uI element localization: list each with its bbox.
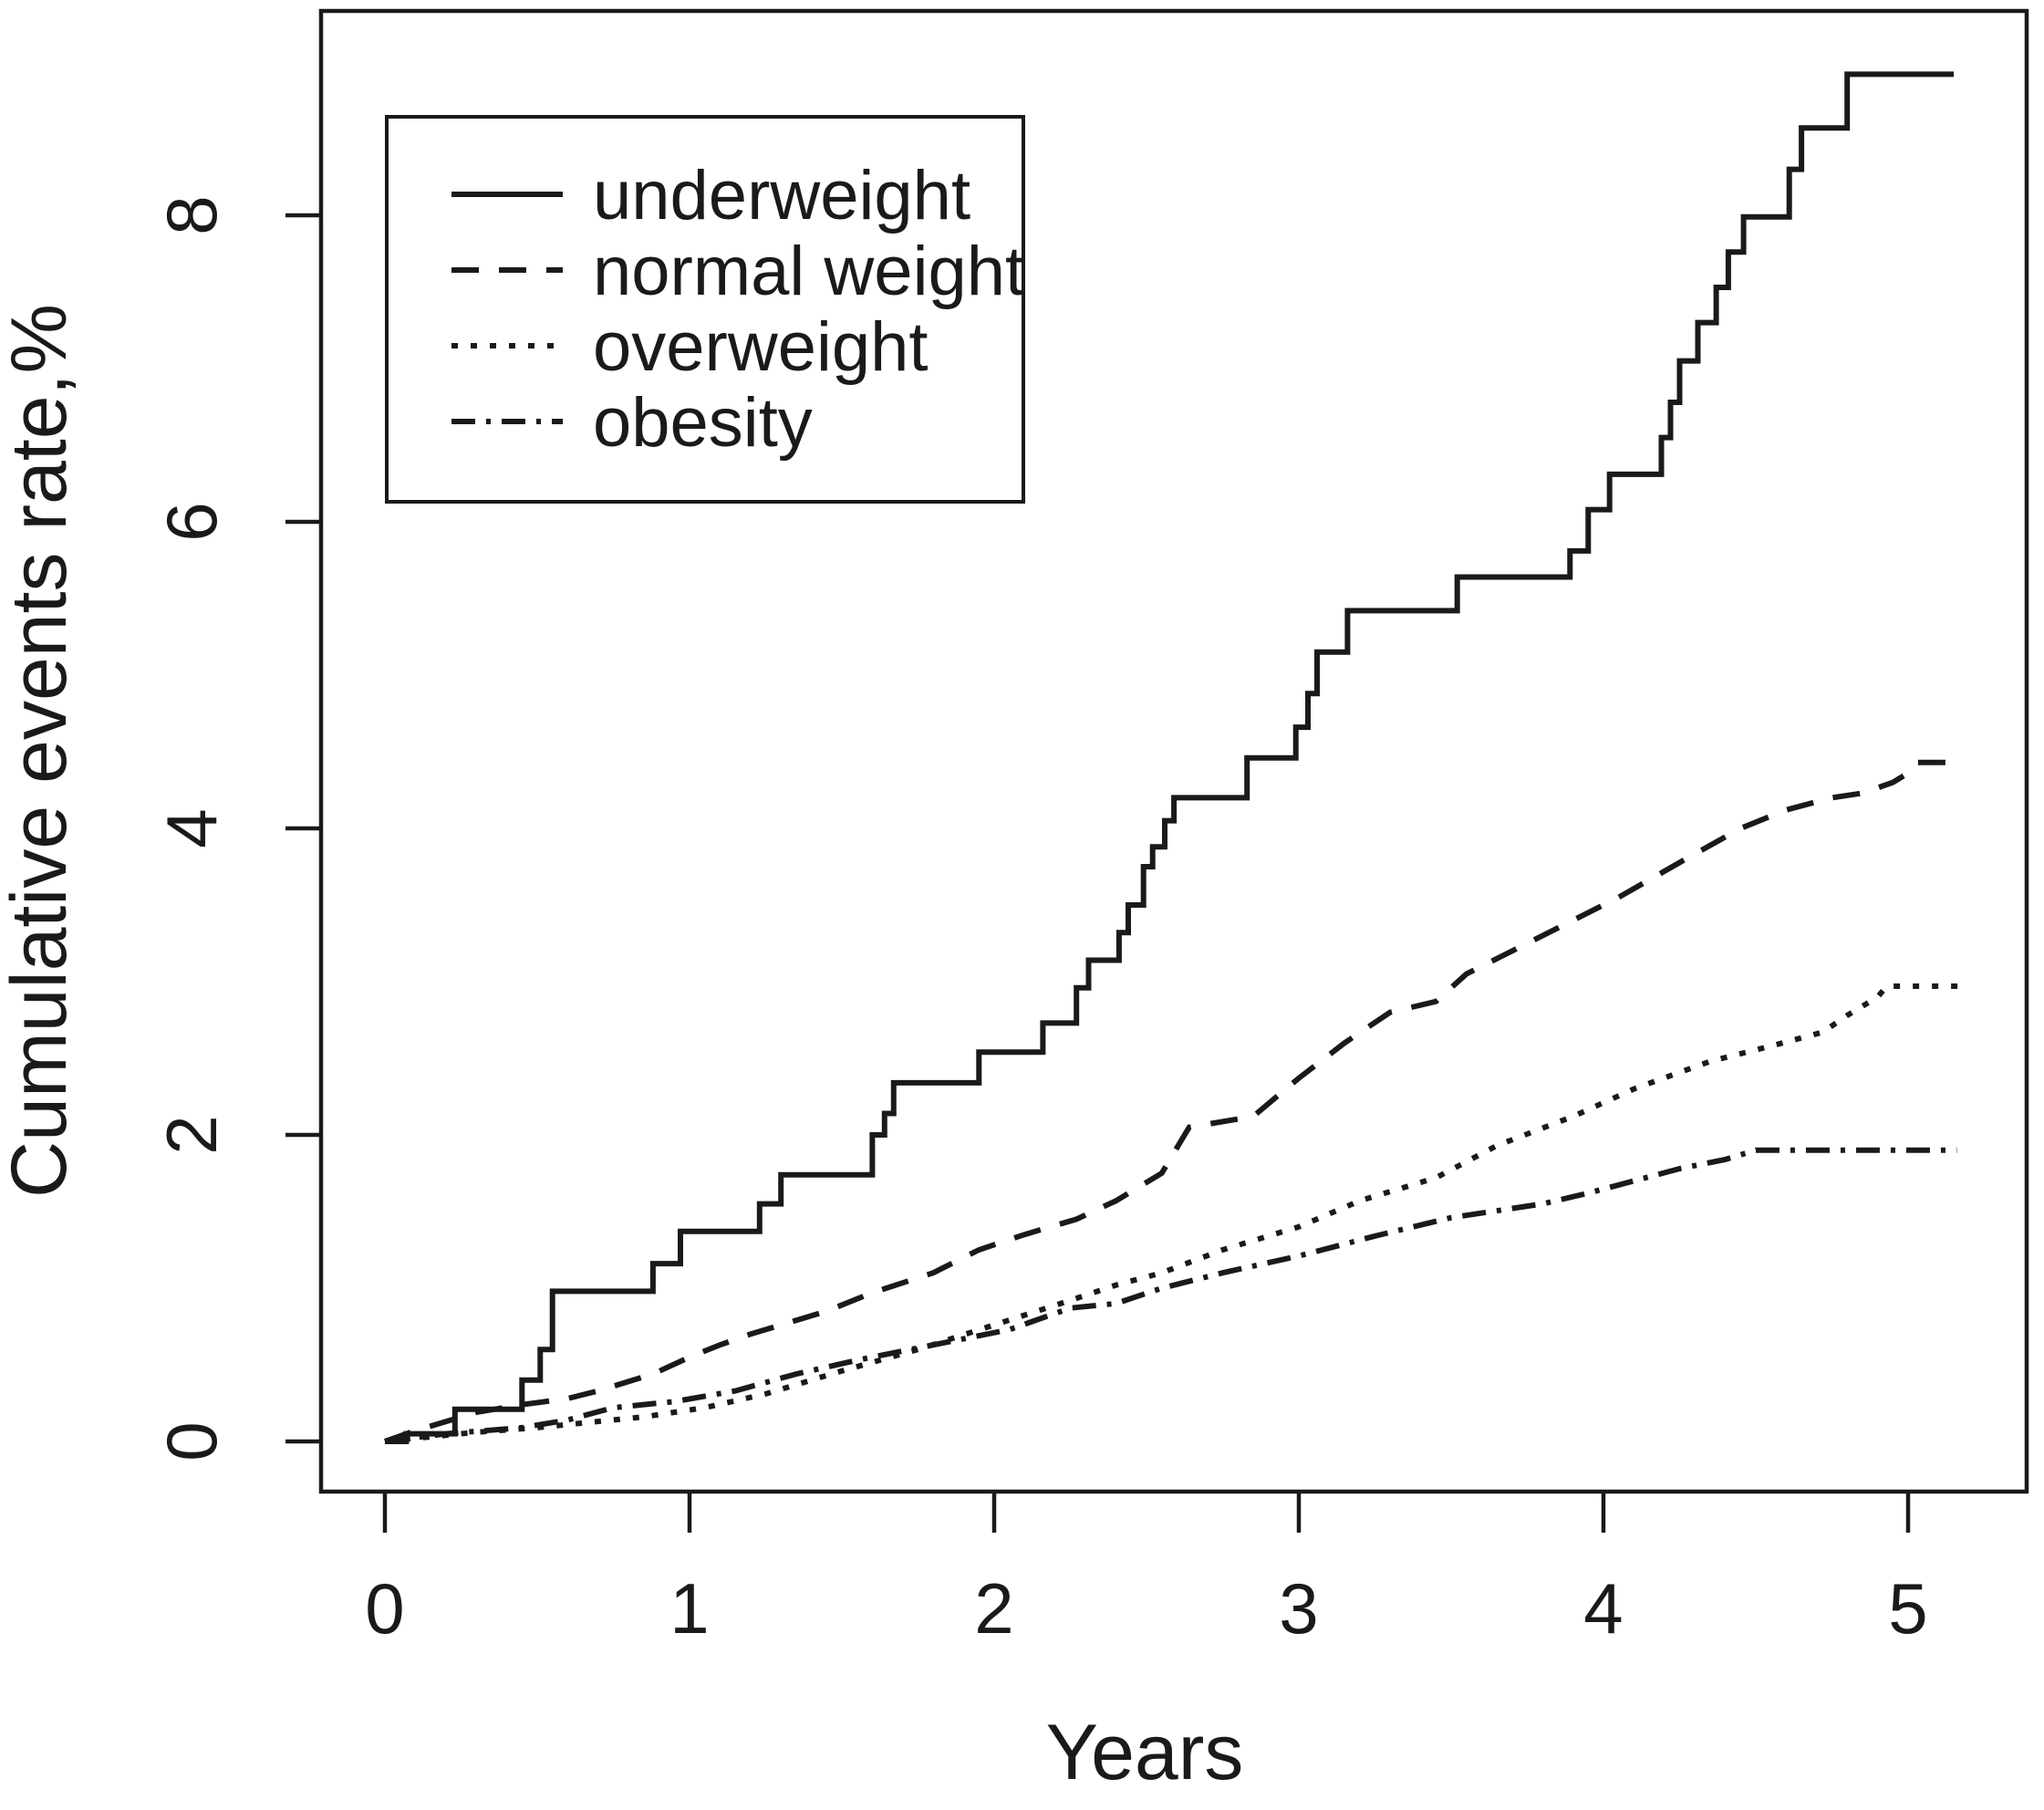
legend-label: normal weight (593, 233, 1024, 310)
x-tick-label: 5 (1888, 1568, 1927, 1649)
x-axis-tick-labels: 0 1 2 3 4 5 (365, 1568, 1927, 1649)
legend-label: obesity (593, 384, 813, 462)
series-line-overweight (384, 983, 1964, 1444)
x-tick-label: 2 (974, 1568, 1013, 1649)
series-line-normal-weight (384, 759, 1955, 1444)
series-line-obesity (384, 1147, 1957, 1444)
legend-label: overweight (593, 308, 929, 386)
series-line-underweight (385, 71, 1955, 1444)
x-tick-label: 4 (1583, 1568, 1623, 1649)
legend-label: underweight (593, 157, 970, 234)
x-tick-label: 3 (1279, 1568, 1318, 1649)
x-tick-label: 0 (365, 1568, 404, 1649)
y-tick-label: 4 (151, 808, 232, 848)
legend-box (385, 115, 1025, 504)
y-tick-label: 8 (151, 195, 232, 234)
x-axis-ticks (382, 1492, 1911, 1533)
x-tick-label: 1 (669, 1568, 709, 1649)
data-series-lines (384, 71, 1964, 1444)
y-tick-label: 2 (151, 1115, 232, 1154)
y-axis-ticks (285, 213, 321, 1444)
y-tick-label: 0 (151, 1421, 232, 1461)
x-axis-title: Years (1046, 1709, 1244, 1796)
plot-border (318, 8, 2029, 1494)
y-axis-tick-labels: 0 2 4 6 8 (151, 195, 232, 1461)
y-tick-label: 6 (151, 502, 232, 541)
y-axis-title: Cumulative events rate,% (0, 304, 83, 1198)
